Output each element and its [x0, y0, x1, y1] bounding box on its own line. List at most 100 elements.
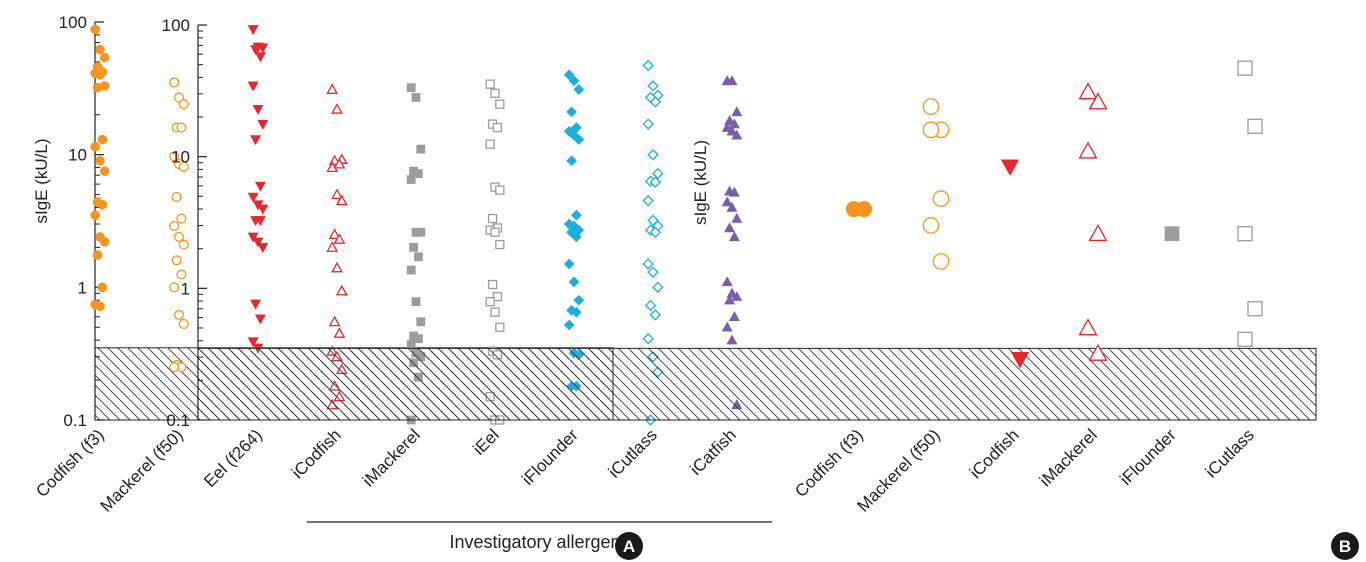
panel-a-data-point	[100, 52, 110, 63]
panel-a-data-point	[178, 161, 189, 172]
panel-a-data-point	[406, 265, 416, 275]
panel-a-data-point	[495, 322, 505, 332]
panel-a-data-point	[726, 75, 738, 86]
panel-a-data-point	[328, 315, 341, 327]
panel-a-data-point	[649, 96, 662, 108]
panel-a-category-label: iCutlass	[605, 425, 661, 481]
panel-a-data-point	[176, 269, 187, 280]
panel-a-data-point	[95, 69, 105, 80]
panel-a-data-point	[490, 227, 500, 237]
panel-a-data-point	[92, 82, 103, 93]
panel-a-data-point	[487, 213, 498, 224]
panel-a-data-point	[409, 242, 419, 252]
panel-a-data-point	[254, 216, 266, 226]
panel-a-data-point	[721, 276, 733, 287]
panel-a-data-point	[642, 258, 654, 270]
panel-a-y-tick-label: 0.1	[63, 411, 87, 430]
panel-a-data-point	[649, 226, 662, 238]
panel-b-series-1	[922, 98, 950, 270]
panel-a-data-point	[492, 122, 503, 133]
panel-a-data-point	[250, 135, 262, 146]
panel-a-data-point	[728, 311, 740, 322]
panel-a-data-point	[573, 294, 585, 306]
panel-a-data-point	[92, 250, 103, 260]
panel-a-category-label: iFlounder	[518, 425, 582, 489]
panel-a-data-point	[495, 185, 505, 195]
panel-a-data-point	[257, 243, 269, 254]
panel-a-data-point	[647, 148, 659, 161]
panel-a-data-point	[563, 69, 575, 81]
panel-b-data-point	[1088, 343, 1108, 361]
panel-a-data-point	[100, 166, 110, 177]
panel-a-data-point	[731, 212, 743, 223]
panel-b-data-point	[1088, 92, 1108, 110]
panel-a-data-point	[178, 239, 189, 250]
panel-a-data-point	[171, 191, 182, 203]
panel-b-data-point	[1010, 351, 1030, 369]
panel-b-badge-label: B	[1339, 537, 1351, 556]
panel-b-data-point	[922, 217, 940, 234]
panel-a-group-label: Investigatory allergens	[449, 532, 629, 552]
panel-a-y-tick-label: 10	[68, 146, 87, 165]
panel-a-data-point	[247, 337, 259, 348]
panel-a-data-point	[326, 161, 339, 173]
panel-a-data-point	[726, 125, 738, 136]
panel-b-cutoff-region	[197, 347, 1317, 421]
panel-a-series-2	[247, 25, 269, 354]
panel-a-data-point	[721, 121, 733, 132]
panel-a-data-point	[331, 103, 343, 114]
panel-a-data-point	[247, 192, 259, 203]
panel-a-data-point	[731, 291, 743, 301]
panel-a-data-point	[254, 181, 266, 192]
panel-a-y-tick-label: 100	[59, 13, 87, 32]
panel-a-data-point	[642, 194, 654, 207]
panel-a-series-1	[169, 77, 189, 373]
panel-a-category-label: iMackerel	[359, 425, 424, 490]
panel-a-data-point	[326, 83, 339, 94]
panel-a-data-point	[254, 52, 266, 63]
panel-a-data-point	[171, 255, 182, 266]
panel-a-data-point	[726, 334, 738, 345]
panel-a-data-point	[724, 294, 736, 305]
panel-a-data-point	[649, 309, 662, 321]
panel-a-data-point	[573, 134, 585, 145]
panel-a-data-point	[495, 99, 505, 109]
panel-a-data-point	[647, 266, 659, 278]
panel-a-data-point	[411, 297, 421, 307]
panel-b-data-point	[1237, 331, 1253, 347]
panel-b-data-point	[1237, 226, 1253, 242]
panel-a-data-point	[257, 119, 269, 130]
panel-b-y-tick-label: 100	[162, 16, 190, 35]
panel-b-data-point	[1078, 141, 1098, 159]
panel-b-data-point	[922, 121, 940, 139]
panel-b-data-point	[1078, 82, 1098, 100]
panel-b-data-point	[932, 190, 950, 207]
panel-a-data-point	[652, 167, 664, 180]
panel-a-data-point	[571, 231, 582, 243]
panel-a-data-point	[331, 188, 343, 200]
panel-b-series-3	[1078, 82, 1108, 361]
panel-a-data-point	[333, 327, 346, 338]
panel-a-data-point	[257, 204, 269, 215]
panel-a-data-point	[416, 317, 426, 327]
panel-a-series-0	[90, 24, 110, 312]
panel-a-data-point	[247, 232, 259, 243]
panel-a-data-point	[173, 309, 185, 320]
panel-a-data-point	[90, 24, 100, 35]
panel-a-data-point	[169, 362, 180, 373]
panel-a-data-point	[333, 233, 346, 244]
panel-a-data-point	[252, 237, 264, 248]
panel-a-data-point	[250, 45, 262, 56]
panel-b-y-tick-label: 0.1	[166, 411, 190, 430]
panel-a-data-point	[728, 231, 740, 242]
panel-b-data-point	[1247, 118, 1263, 134]
panel-a-category-label: Mackerel (f50)	[97, 425, 187, 515]
panel-a-data-point	[406, 175, 416, 184]
panel-b-series-2	[1000, 159, 1030, 369]
panel-a-data-point	[566, 106, 577, 118]
panel-b-category-label: iCutlass	[1202, 425, 1258, 481]
panel-a-data-point	[169, 220, 180, 232]
panel-a-badge-label: A	[623, 537, 635, 556]
panel-a-data-point	[573, 84, 585, 95]
panel-b-y-tick-label: 1	[181, 279, 190, 298]
